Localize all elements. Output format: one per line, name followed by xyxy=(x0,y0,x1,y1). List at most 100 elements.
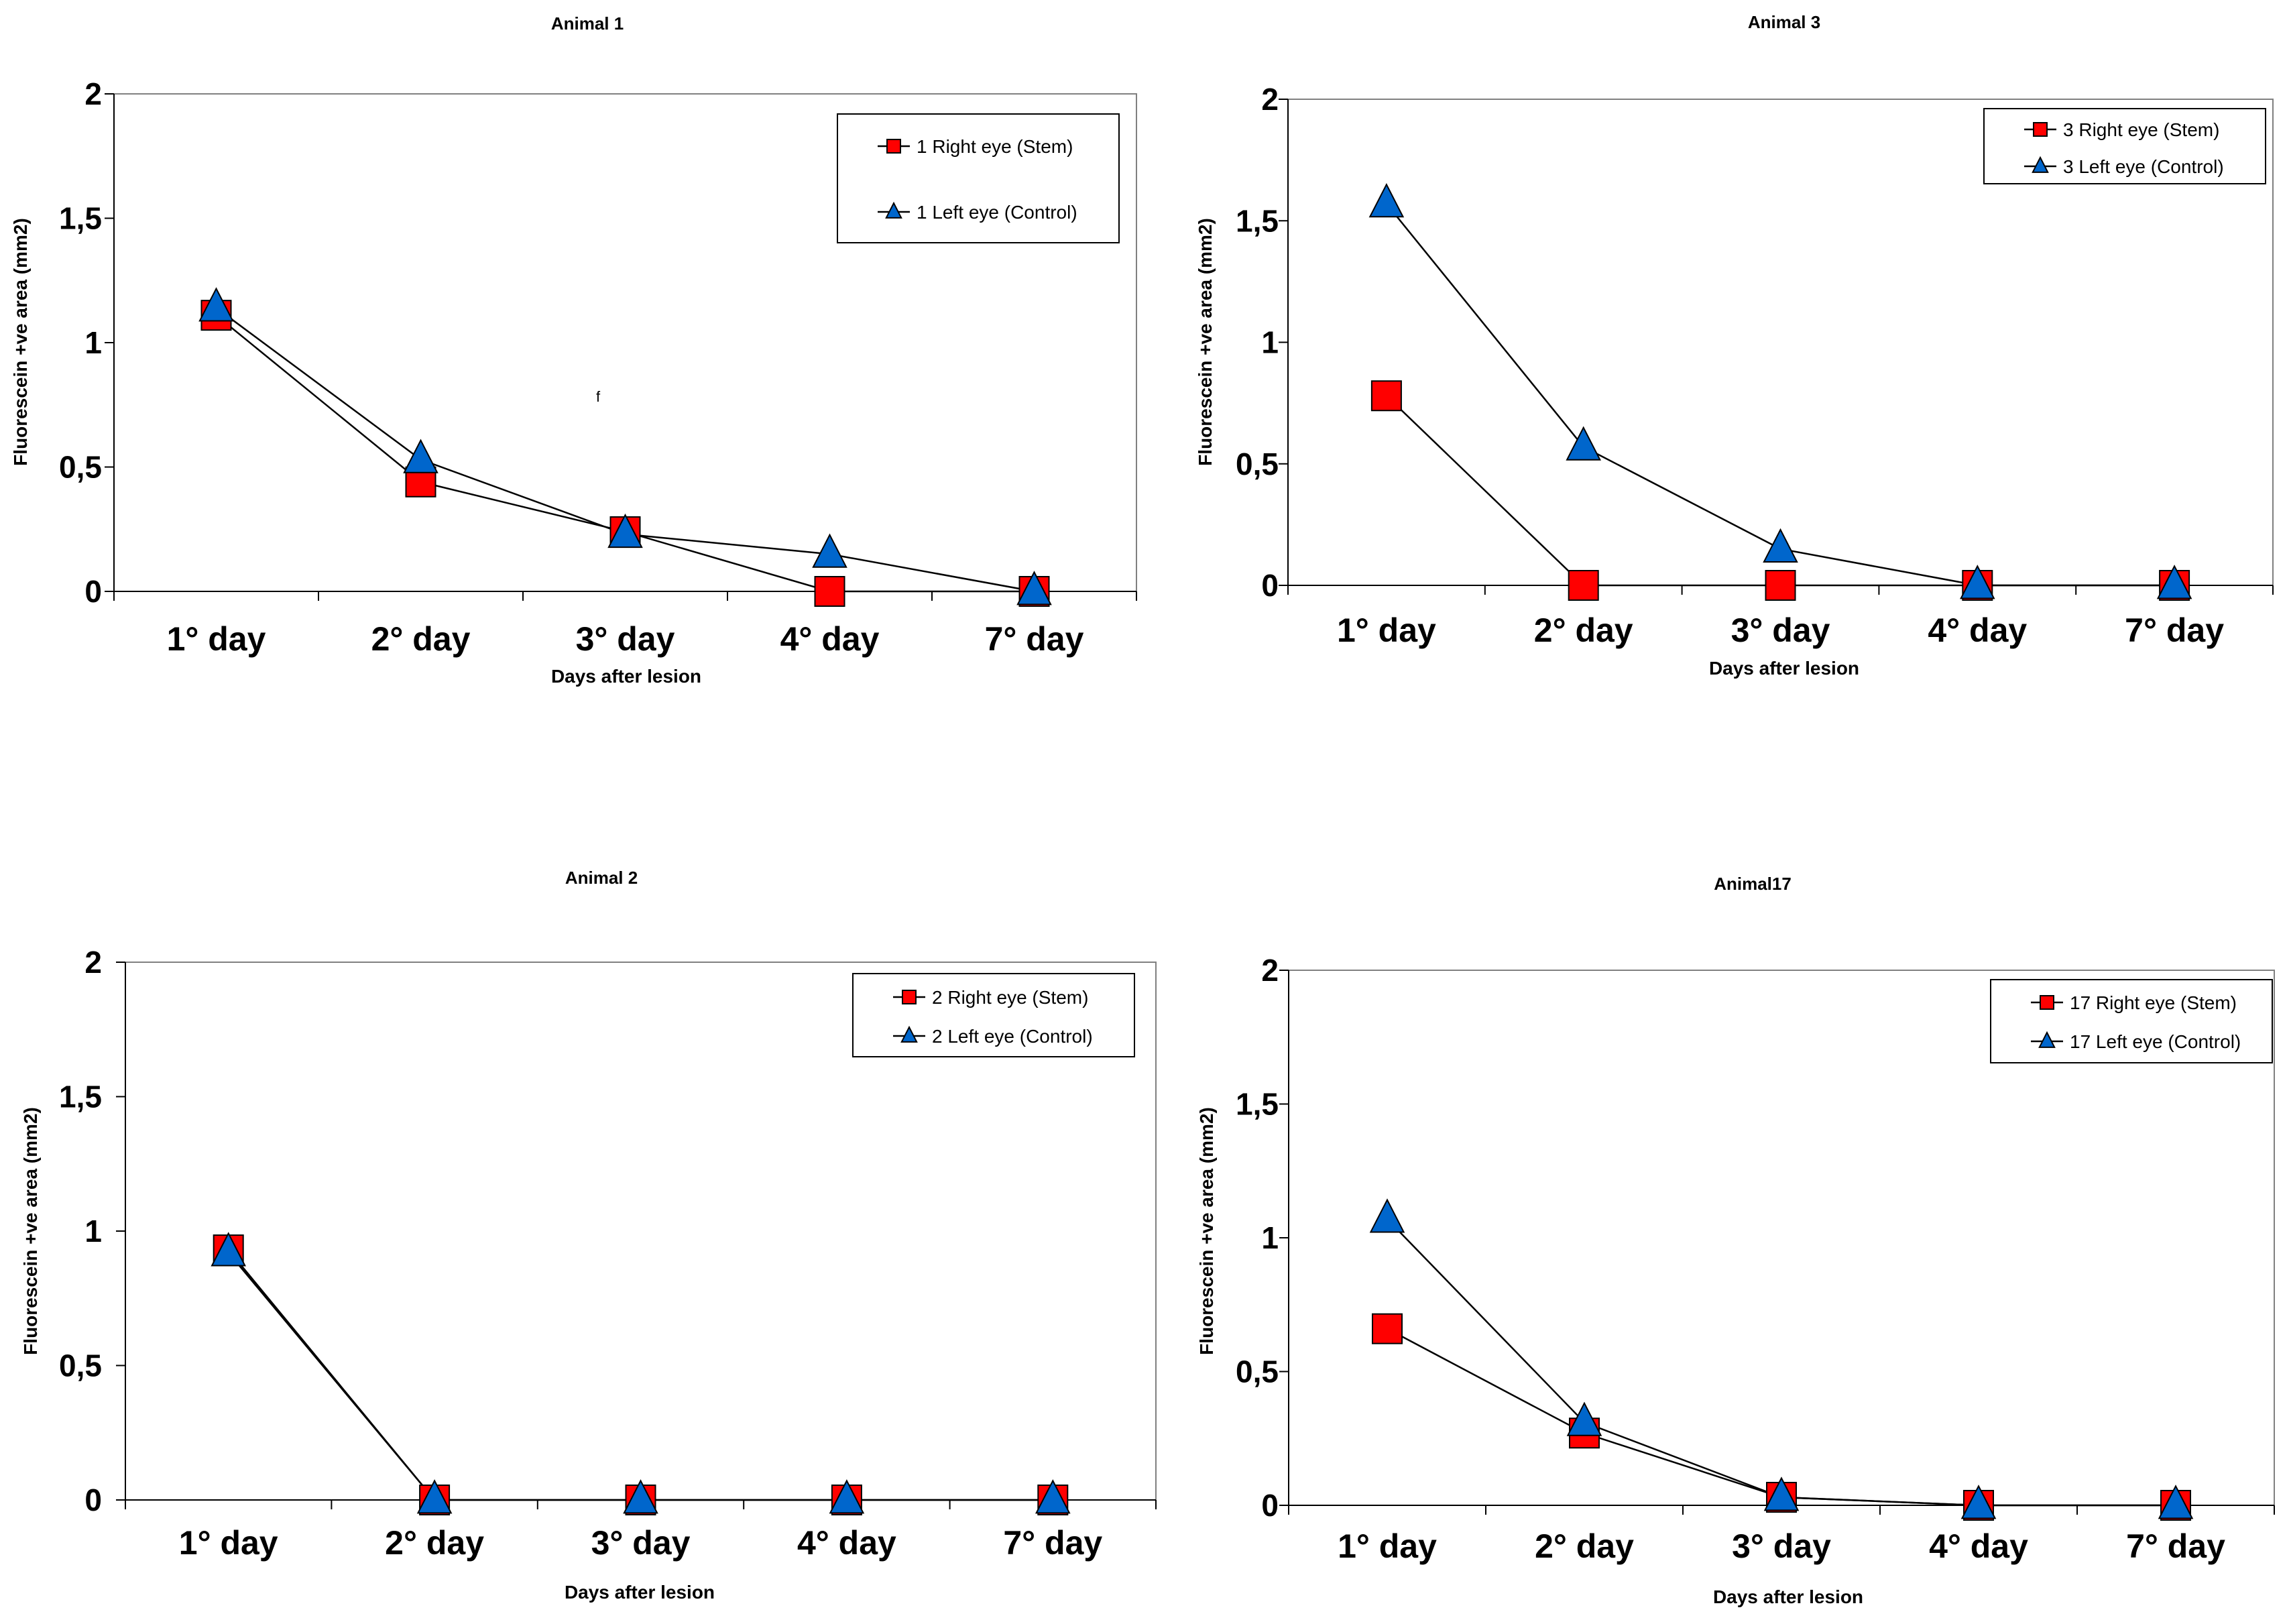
series-line xyxy=(215,314,1035,593)
data-point-triangle xyxy=(2158,1485,2194,1519)
y-tick-label: 1,5 xyxy=(1236,1087,1279,1122)
data-point-square xyxy=(2033,122,2048,137)
legend-label: 17 Left eye (Control) xyxy=(2070,1031,2241,1052)
data-point-triangle xyxy=(2032,156,2049,173)
series-line xyxy=(1387,1218,2176,1507)
legend-label: 3 Right eye (Stem) xyxy=(2063,119,2219,140)
series-line xyxy=(227,1249,1053,1501)
chart-title: Animal17 xyxy=(1714,874,1792,894)
chart-panel: 0 0,5 1 1,5 2 1° day 2° day 3° day 4° day 7° day A… xyxy=(10,13,1137,687)
chart-panel: 0 0,5 1 1,5 2 1° day 2° day 3° day 4° day 7° day A… xyxy=(1195,12,2274,679)
y-axis-label: Fluorescein +ve area (mm2) xyxy=(20,1107,41,1355)
x-tick-label: 2° day xyxy=(385,1524,484,1562)
data-point-square xyxy=(1568,570,1599,601)
x-axis-label: Days after lesion xyxy=(1709,658,1859,679)
legend-label: 3 Left eye (Control) xyxy=(2063,156,2224,177)
y-tick-label: 1 xyxy=(1261,1220,1279,1255)
series-line xyxy=(227,1252,1053,1501)
legend-label: 17 Right eye (Stem) xyxy=(2070,992,2237,1013)
x-axis-label: Days after lesion xyxy=(551,666,701,687)
data-point-triangle xyxy=(403,439,438,473)
x-tick-label: 3° day xyxy=(591,1524,691,1562)
x-tick-label: 4° day xyxy=(1929,1527,2028,1565)
y-tick-label: 2 xyxy=(1261,953,1279,988)
y-tick-label: 0,5 xyxy=(1236,447,1279,481)
y-tick-label: 1,5 xyxy=(59,1080,102,1114)
x-tick-label: 3° day xyxy=(1732,1527,1831,1565)
series-line xyxy=(215,307,1035,593)
legend-label: 1 Left eye (Control) xyxy=(917,202,1077,223)
x-tick-label: 4° day xyxy=(1928,612,2027,649)
x-tick-label: 2° day xyxy=(1535,1527,1634,1565)
data-point-triangle xyxy=(623,1479,658,1514)
legend-label: 2 Left eye (Control) xyxy=(932,1026,1093,1047)
data-point-triangle xyxy=(900,1025,918,1043)
x-tick-label: 7° day xyxy=(2125,612,2224,649)
x-tick-label: 2° day xyxy=(1534,612,1633,649)
chart-title: Animal 3 xyxy=(1748,12,1820,32)
legend: 2 Right eye (Stem) 2 Left eye (Control) xyxy=(852,973,1135,1057)
y-tick-label: 2 xyxy=(84,945,102,980)
legend-box xyxy=(1990,979,2273,1063)
y-tick-label: 0 xyxy=(84,574,102,609)
data-point-triangle xyxy=(607,513,643,548)
y-tick-label: 1,5 xyxy=(1236,203,1279,238)
legend: 1 Right eye (Stem) 1 Left eye (Control) xyxy=(837,113,1120,243)
y-tick-label: 0 xyxy=(1261,568,1279,603)
y-tick-label: 2 xyxy=(1261,82,1279,117)
legend-box xyxy=(1983,108,2266,184)
legend: 3 Right eye (Stem) 3 Left eye (Control) xyxy=(1983,108,2266,184)
y-tick-label: 1,5 xyxy=(59,201,102,236)
data-point-triangle xyxy=(1763,528,1798,563)
legend: 17 Right eye (Stem) 17 Left eye (Control) xyxy=(1990,979,2273,1063)
data-point-triangle xyxy=(1566,1401,1602,1436)
x-tick-label: 3° day xyxy=(1731,612,1830,649)
x-tick-label: 1° day xyxy=(167,620,266,658)
x-tick-label: 7° day xyxy=(2126,1527,2225,1565)
x-tick-label: 2° day xyxy=(371,620,471,658)
y-axis-label: Fluorescein +ve area (mm2) xyxy=(1195,218,1216,466)
y-tick-label: 1 xyxy=(84,325,102,360)
data-point-triangle xyxy=(812,533,847,568)
x-tick-label: 4° day xyxy=(797,1524,896,1562)
legend-box xyxy=(837,113,1120,243)
data-point-triangle xyxy=(1960,1485,1997,1519)
chart-panel: 0 0,5 1 1,5 2 1° day 2° day 3° day 4° day 7° day A… xyxy=(1196,874,2275,1607)
data-point-triangle xyxy=(416,1479,453,1514)
y-tick-label: 0,5 xyxy=(1236,1354,1279,1389)
data-point-triangle xyxy=(885,201,902,219)
y-tick-label: 0,5 xyxy=(59,1348,102,1383)
data-point-triangle xyxy=(198,287,234,322)
x-tick-label: 7° day xyxy=(1003,1524,1102,1562)
legend-box xyxy=(852,973,1135,1057)
y-tick-label: 1 xyxy=(84,1214,102,1249)
data-point-square xyxy=(902,990,917,1004)
y-tick-label: 0,5 xyxy=(59,450,102,485)
data-point-square xyxy=(2040,995,2054,1010)
x-axis-label: Days after lesion xyxy=(1713,1586,1863,1607)
x-tick-label: 4° day xyxy=(780,620,880,658)
y-axis-label: Fluorescein +ve area (mm2) xyxy=(10,218,31,466)
x-tick-label: 3° day xyxy=(576,620,675,658)
data-point-triangle xyxy=(1369,1198,1405,1233)
data-point-triangle xyxy=(1368,183,1405,218)
data-point-triangle xyxy=(1016,571,1052,605)
chart-annotation: f xyxy=(596,388,601,405)
data-point-triangle xyxy=(2038,1031,2056,1048)
y-axis-label: Fluorescein +ve area (mm2) xyxy=(1196,1107,1217,1355)
y-tick-label: 2 xyxy=(84,76,102,111)
data-point-triangle xyxy=(829,1479,865,1514)
chart-title: Animal 2 xyxy=(565,868,638,888)
y-tick-label: 0 xyxy=(1261,1488,1279,1523)
data-point-triangle xyxy=(1566,426,1601,461)
data-point-square xyxy=(1765,570,1796,601)
data-point-triangle xyxy=(1035,1479,1071,1514)
data-point-triangle xyxy=(211,1232,246,1267)
x-axis-label: Days after lesion xyxy=(565,1582,715,1603)
y-tick-label: 0 xyxy=(84,1483,102,1517)
data-point-square xyxy=(886,139,901,154)
data-point-triangle xyxy=(1960,565,1995,599)
data-point-square xyxy=(1370,380,1402,412)
x-tick-label: 7° day xyxy=(985,620,1084,658)
